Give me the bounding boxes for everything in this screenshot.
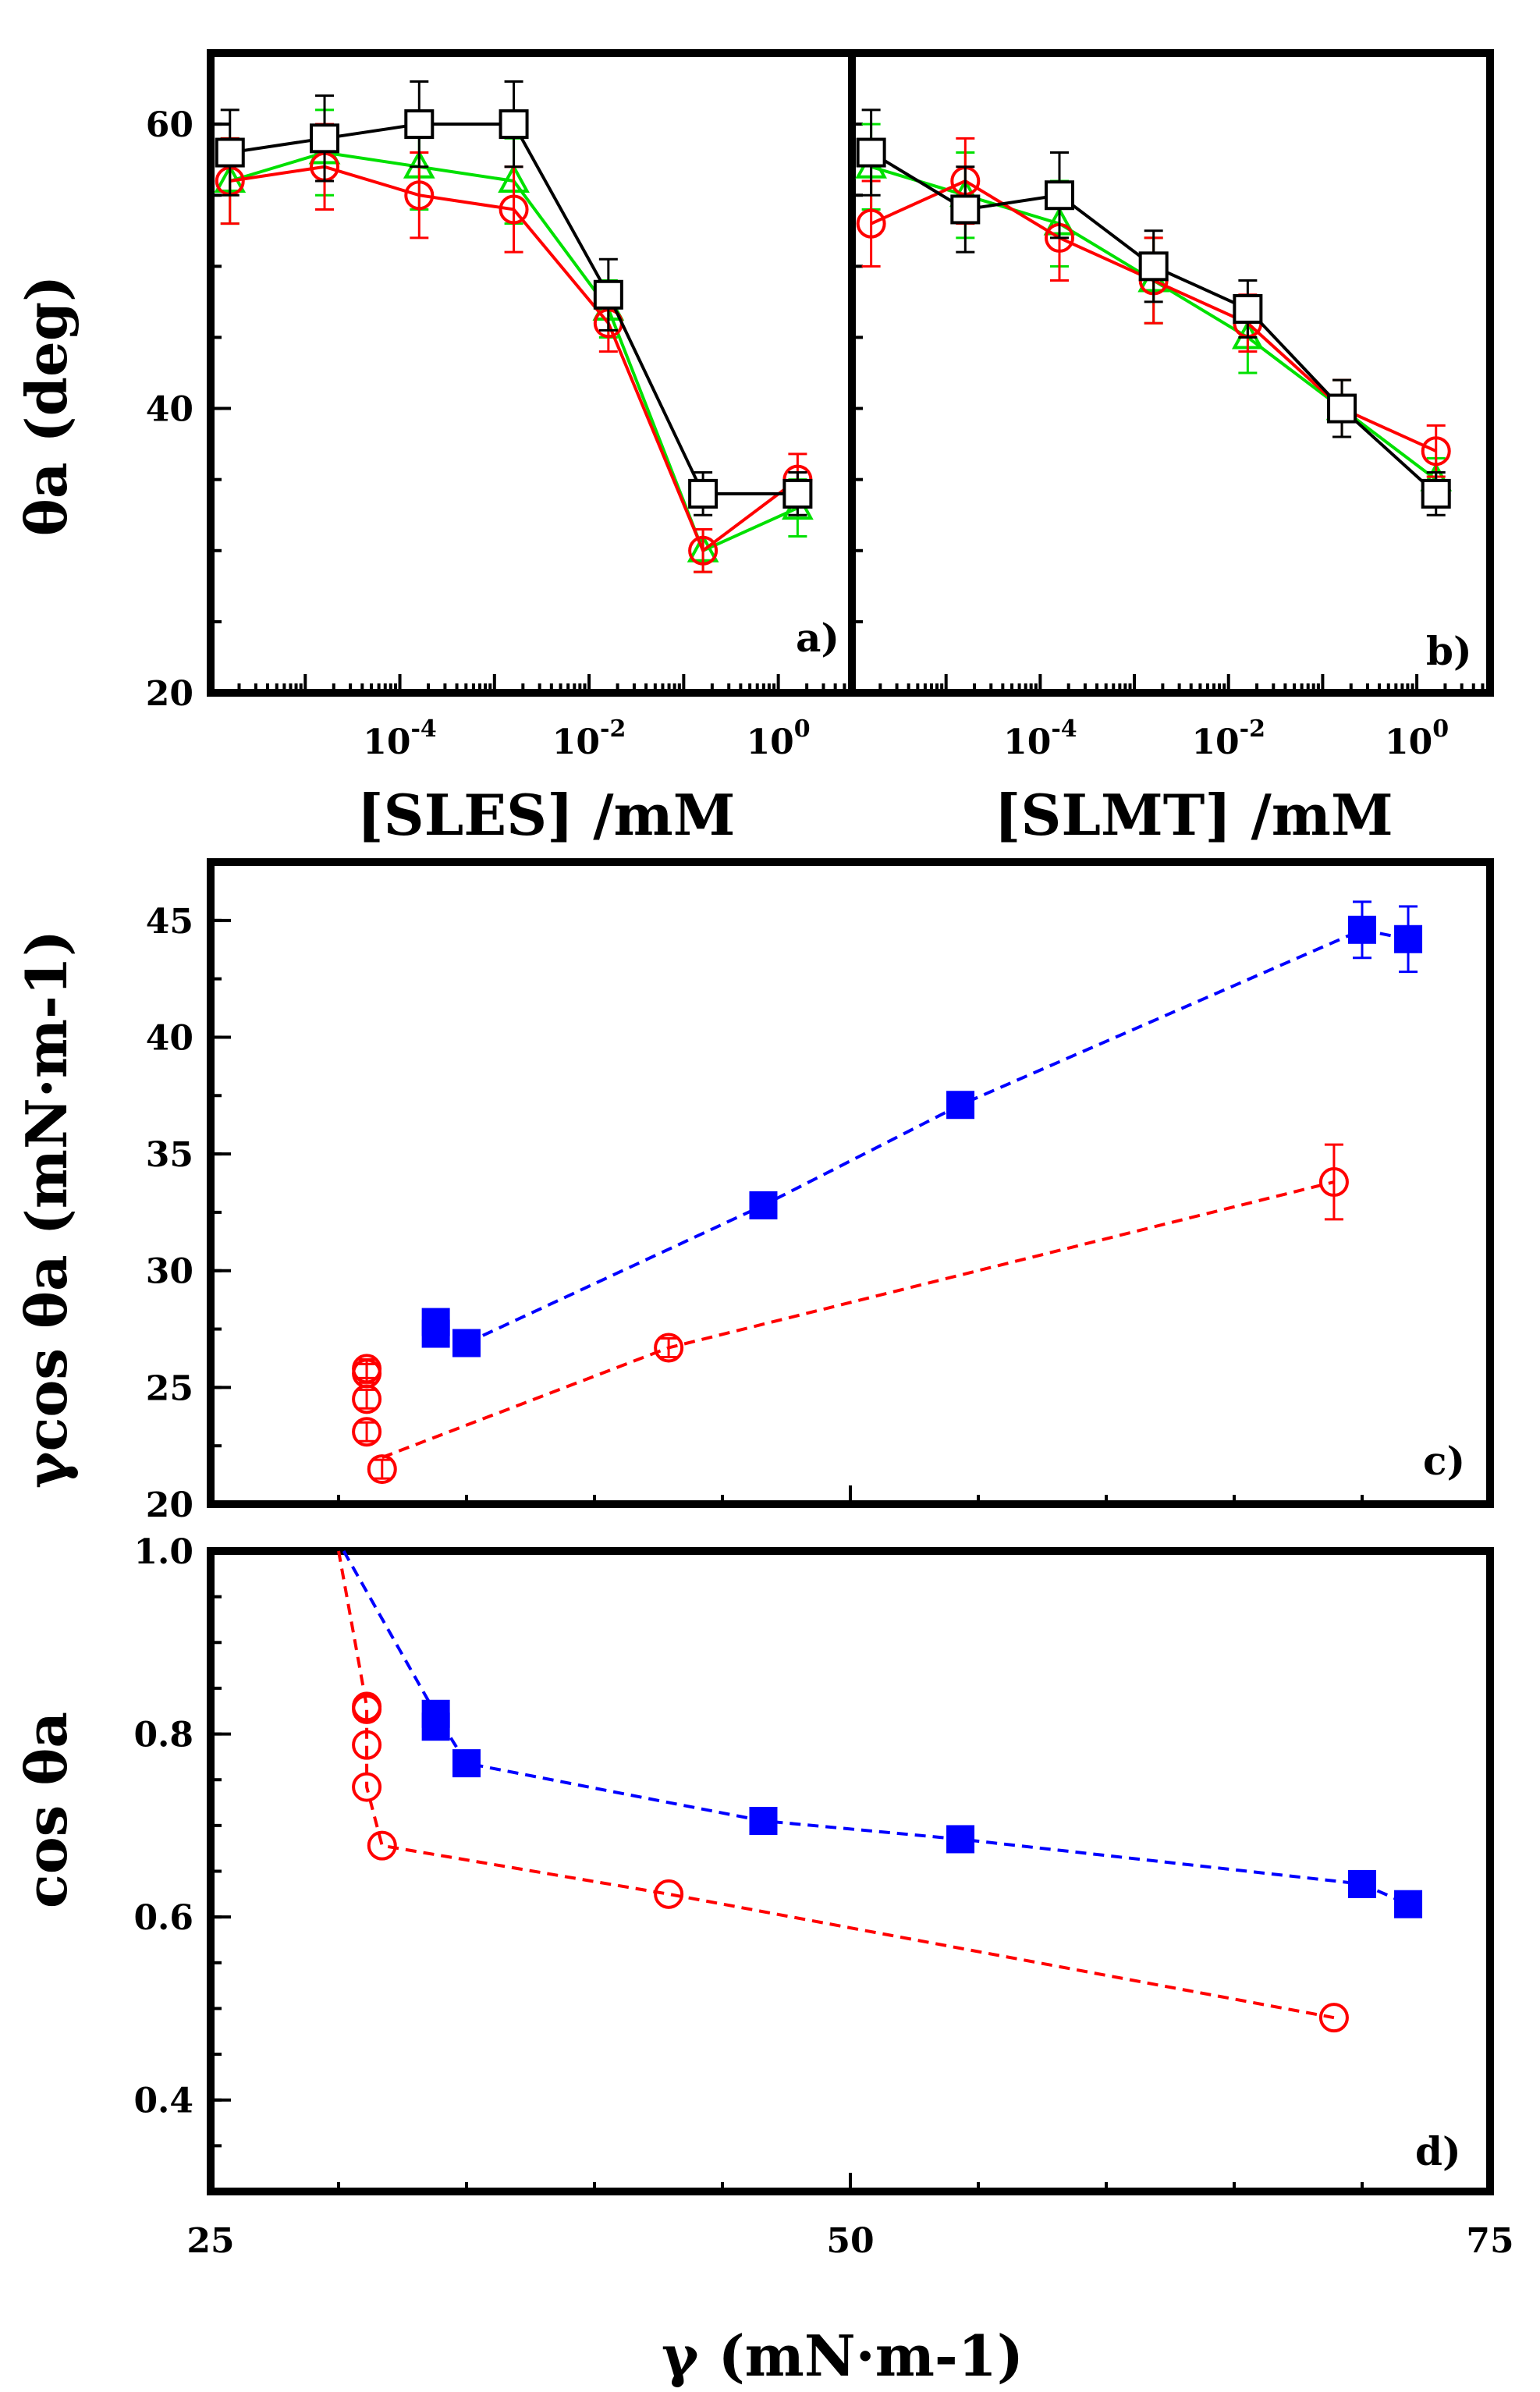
x-tick-label: 10-2 (552, 715, 626, 762)
y-axis-title-d: cos θa (13, 1712, 80, 1908)
panel-d: 25 50 75 0.4 0.6 0.8 1.0 (133, 1532, 1513, 2261)
x-tick-label: 10-4 (363, 715, 437, 762)
y-tick-label: 0.6 (133, 1898, 193, 1938)
data-point (1348, 915, 1376, 944)
x-tick-label: 100 (747, 715, 811, 762)
y-tick-label: 25 (146, 1368, 193, 1408)
data-point (352, 1417, 382, 1447)
y-tick-label: 1.0 (133, 1532, 193, 1572)
x-axis-title-b: [SLMT] /mM (994, 782, 1393, 848)
data-point (1318, 2003, 1349, 2033)
data-point (1394, 925, 1423, 953)
data-point (1421, 436, 1451, 467)
panel-a: 10-4 10-2 100 20 40 60 (146, 49, 856, 762)
panel-b: 10-4 10-2 100 (848, 49, 1494, 762)
data-point (1233, 294, 1263, 324)
data-point (310, 123, 340, 154)
data-point (654, 1333, 684, 1363)
data-point (950, 194, 981, 225)
y-tick-label: 0.4 (133, 2081, 193, 2121)
data-point (654, 1879, 684, 1909)
plot-frame-d (207, 1547, 1494, 2195)
data-point (946, 1825, 975, 1854)
data-point (1421, 478, 1451, 509)
x-tick-label: 25 (186, 2221, 234, 2261)
panel-d-label: d) (1415, 2128, 1461, 2174)
data-point (593, 279, 623, 310)
data-point (352, 1694, 382, 1724)
series-red (337, 1550, 1349, 2033)
fit-line (342, 1550, 1409, 1906)
y-tick-label: 40 (146, 390, 193, 430)
plot-frame-a (207, 49, 856, 697)
data-point (749, 1806, 778, 1835)
data-point (688, 535, 719, 566)
data-point (421, 1319, 450, 1348)
y-tick-label: 40 (146, 1018, 193, 1058)
y-axis-title-a: θa (deg) (13, 275, 80, 536)
series-black (215, 80, 813, 516)
data-point (215, 137, 245, 168)
panel-c-label: c) (1423, 1438, 1465, 1484)
data-point (452, 1749, 481, 1778)
fit-line (337, 1550, 1335, 2020)
data-point (1044, 180, 1074, 211)
y-tick-label: 35 (146, 1135, 193, 1175)
y-tick-label: 60 (146, 105, 193, 145)
y-axis-title-c: γcos θa (mN·m-1) (13, 930, 80, 1489)
data-point (352, 1384, 382, 1414)
y-tick-label: 20 (146, 1485, 193, 1525)
data-point (1318, 1167, 1349, 1198)
x-tick-label: 10-4 (1003, 715, 1077, 762)
data-point (499, 109, 529, 140)
series-red (215, 122, 813, 573)
y-tick-label: 45 (146, 902, 193, 942)
series-red (352, 1143, 1349, 1485)
x-tick-label: 75 (1466, 2221, 1513, 2261)
fit-line (381, 1180, 1335, 1460)
data-point (1348, 1869, 1376, 1898)
x-axis-title-a: [SLES] /mM (357, 782, 736, 848)
data-point (452, 1329, 481, 1357)
data-point (1138, 251, 1169, 282)
series-blue (421, 900, 1423, 1357)
x-tick-label: 50 (826, 2221, 874, 2261)
x-axis-title-d: γ (mN·m-1) (662, 2323, 1024, 2389)
data-point (367, 1830, 397, 1861)
data-point (782, 478, 813, 509)
panel-c: 20 25 30 35 40 45 (146, 858, 1494, 1525)
panel-a-label: a) (796, 615, 839, 661)
data-point (688, 478, 719, 509)
data-point (856, 208, 886, 239)
data-point (499, 194, 529, 225)
data-point (404, 109, 435, 140)
series-black (856, 108, 1451, 516)
data-point (1327, 393, 1357, 424)
data-point (1394, 1890, 1423, 1918)
y-tick-label: 20 (146, 674, 193, 714)
data-point (749, 1191, 778, 1219)
data-point (367, 1454, 397, 1485)
data-point (352, 1772, 382, 1802)
series-blue (342, 1550, 1423, 1918)
data-point (946, 1091, 975, 1120)
x-tick-label: 10-2 (1191, 715, 1265, 762)
panel-b-label: b) (1426, 628, 1472, 674)
y-tick-label: 0.8 (133, 1716, 193, 1755)
data-point (856, 137, 886, 168)
plot-frame-b (848, 49, 1494, 697)
data-point (404, 180, 435, 211)
data-point (421, 1712, 450, 1741)
y-tick-label: 30 (146, 1252, 193, 1292)
data-point (352, 1730, 382, 1760)
x-tick-label: 100 (1385, 715, 1449, 762)
